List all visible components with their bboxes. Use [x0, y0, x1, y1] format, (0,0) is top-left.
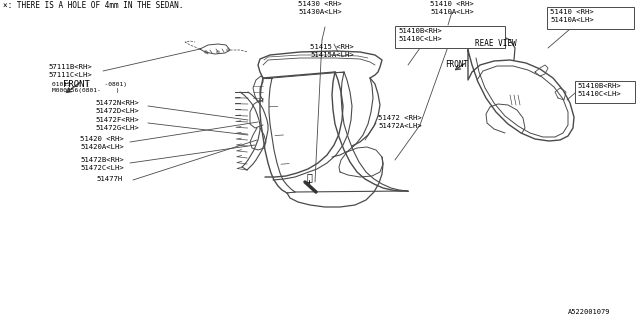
Text: 51410 <RH>
51410A<LH>: 51410 <RH> 51410A<LH>: [550, 9, 594, 22]
Text: 51472F<RH>
51472G<LH>: 51472F<RH> 51472G<LH>: [95, 117, 139, 131]
Bar: [547, 7, 634, 29]
Text: 51410B<RH>
51410C<LH>: 51410B<RH> 51410C<LH>: [577, 83, 621, 97]
Bar: [575, 81, 635, 103]
Text: 51410 <RH>
51410A<LH>: 51410 <RH> 51410A<LH>: [430, 1, 474, 14]
Circle shape: [227, 49, 229, 51]
Text: FRONT: FRONT: [445, 60, 468, 69]
Text: 51415 <RH>
51415A<LH>: 51415 <RH> 51415A<LH>: [310, 44, 354, 58]
Text: 51420 <RH>
51420A<LH>: 51420 <RH> 51420A<LH>: [80, 136, 124, 149]
Text: FRONT: FRONT: [63, 80, 90, 89]
Bar: [395, 26, 505, 48]
Text: REAE VIEW: REAE VIEW: [475, 39, 516, 48]
Text: 51472N<RH>
51472D<LH>: 51472N<RH> 51472D<LH>: [95, 100, 139, 114]
Text: A522001079: A522001079: [568, 309, 611, 315]
Text: ×: THERE IS A HOLE OF 4mm IN THE SEDAN.: ×: THERE IS A HOLE OF 4mm IN THE SEDAN.: [3, 1, 184, 10]
Circle shape: [217, 51, 220, 53]
Text: 51472B<RH>
51472C<LH>: 51472B<RH> 51472C<LH>: [80, 157, 124, 171]
Text: 51430 <RH>
51430A<LH>: 51430 <RH> 51430A<LH>: [298, 1, 342, 14]
Circle shape: [205, 51, 207, 53]
Text: 57111B<RH>
57111C<LH>: 57111B<RH> 57111C<LH>: [48, 64, 92, 77]
Text: 51477H: 51477H: [96, 176, 122, 182]
Text: 51472 <RH>
51472A<LH>: 51472 <RH> 51472A<LH>: [378, 115, 422, 129]
Text: 0101S    (    -0801)
M000356(0801-    ): 0101S ( -0801) M000356(0801- ): [52, 82, 127, 93]
Text: ※: ※: [306, 172, 312, 182]
Text: 51410B<RH>
51410C<LH>: 51410B<RH> 51410C<LH>: [398, 28, 442, 42]
